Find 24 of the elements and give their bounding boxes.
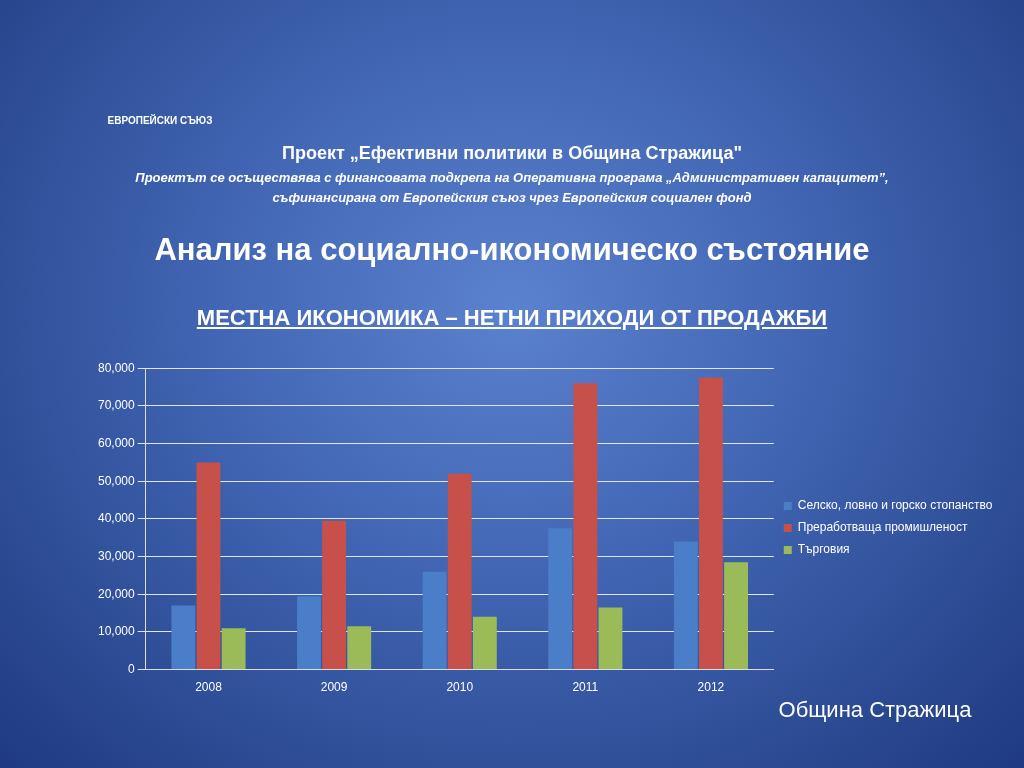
legend-label: Селско, ловно и горско стопанство xyxy=(797,498,993,513)
text: Анализ на социално-икономическо състояние xyxy=(153,232,871,268)
text: съфинансирана от Европейския съюз чрез Европейския социален фонд xyxy=(271,190,753,205)
legend-label: Търговия xyxy=(797,542,850,557)
legend-label: Преработваща промишленост xyxy=(797,520,969,535)
y-tick-label: 60,000 xyxy=(98,435,136,450)
y-tick-label: 20,000 xyxy=(98,586,136,601)
x-tick-label: 2009 xyxy=(320,680,348,695)
text: ЕВРОПЕЙСКИ СЪЮЗ xyxy=(106,115,214,126)
y-tick-label: 30,000 xyxy=(98,548,136,563)
y-tick-label: 40,000 xyxy=(98,511,136,526)
x-tick-label: 2012 xyxy=(697,680,725,695)
text: Проект „Ефективни политики в Община Стражица" xyxy=(281,143,743,164)
x-tick-label: 2008 xyxy=(195,680,223,695)
text: Проектът се осъществява с финансовата подкрепа на Оперативна програма „Административен капацитет”, xyxy=(134,170,890,185)
y-tick-label: 80,000 xyxy=(98,360,136,375)
y-tick-label: 10,000 xyxy=(98,624,136,639)
chart-title: МЕСТНА ИКОНОМИКА – НЕТНИ ПРИХОДИ ОТ ПРОДАЖБИ xyxy=(195,305,829,331)
x-tick-label: 2010 xyxy=(446,680,474,695)
text: Община Стражица xyxy=(777,697,973,723)
y-tick-label: 50,000 xyxy=(98,473,136,488)
y-tick-label: 70,000 xyxy=(98,398,136,413)
x-tick-label: 2011 xyxy=(572,680,599,695)
y-tick-label: 0 xyxy=(128,661,136,676)
